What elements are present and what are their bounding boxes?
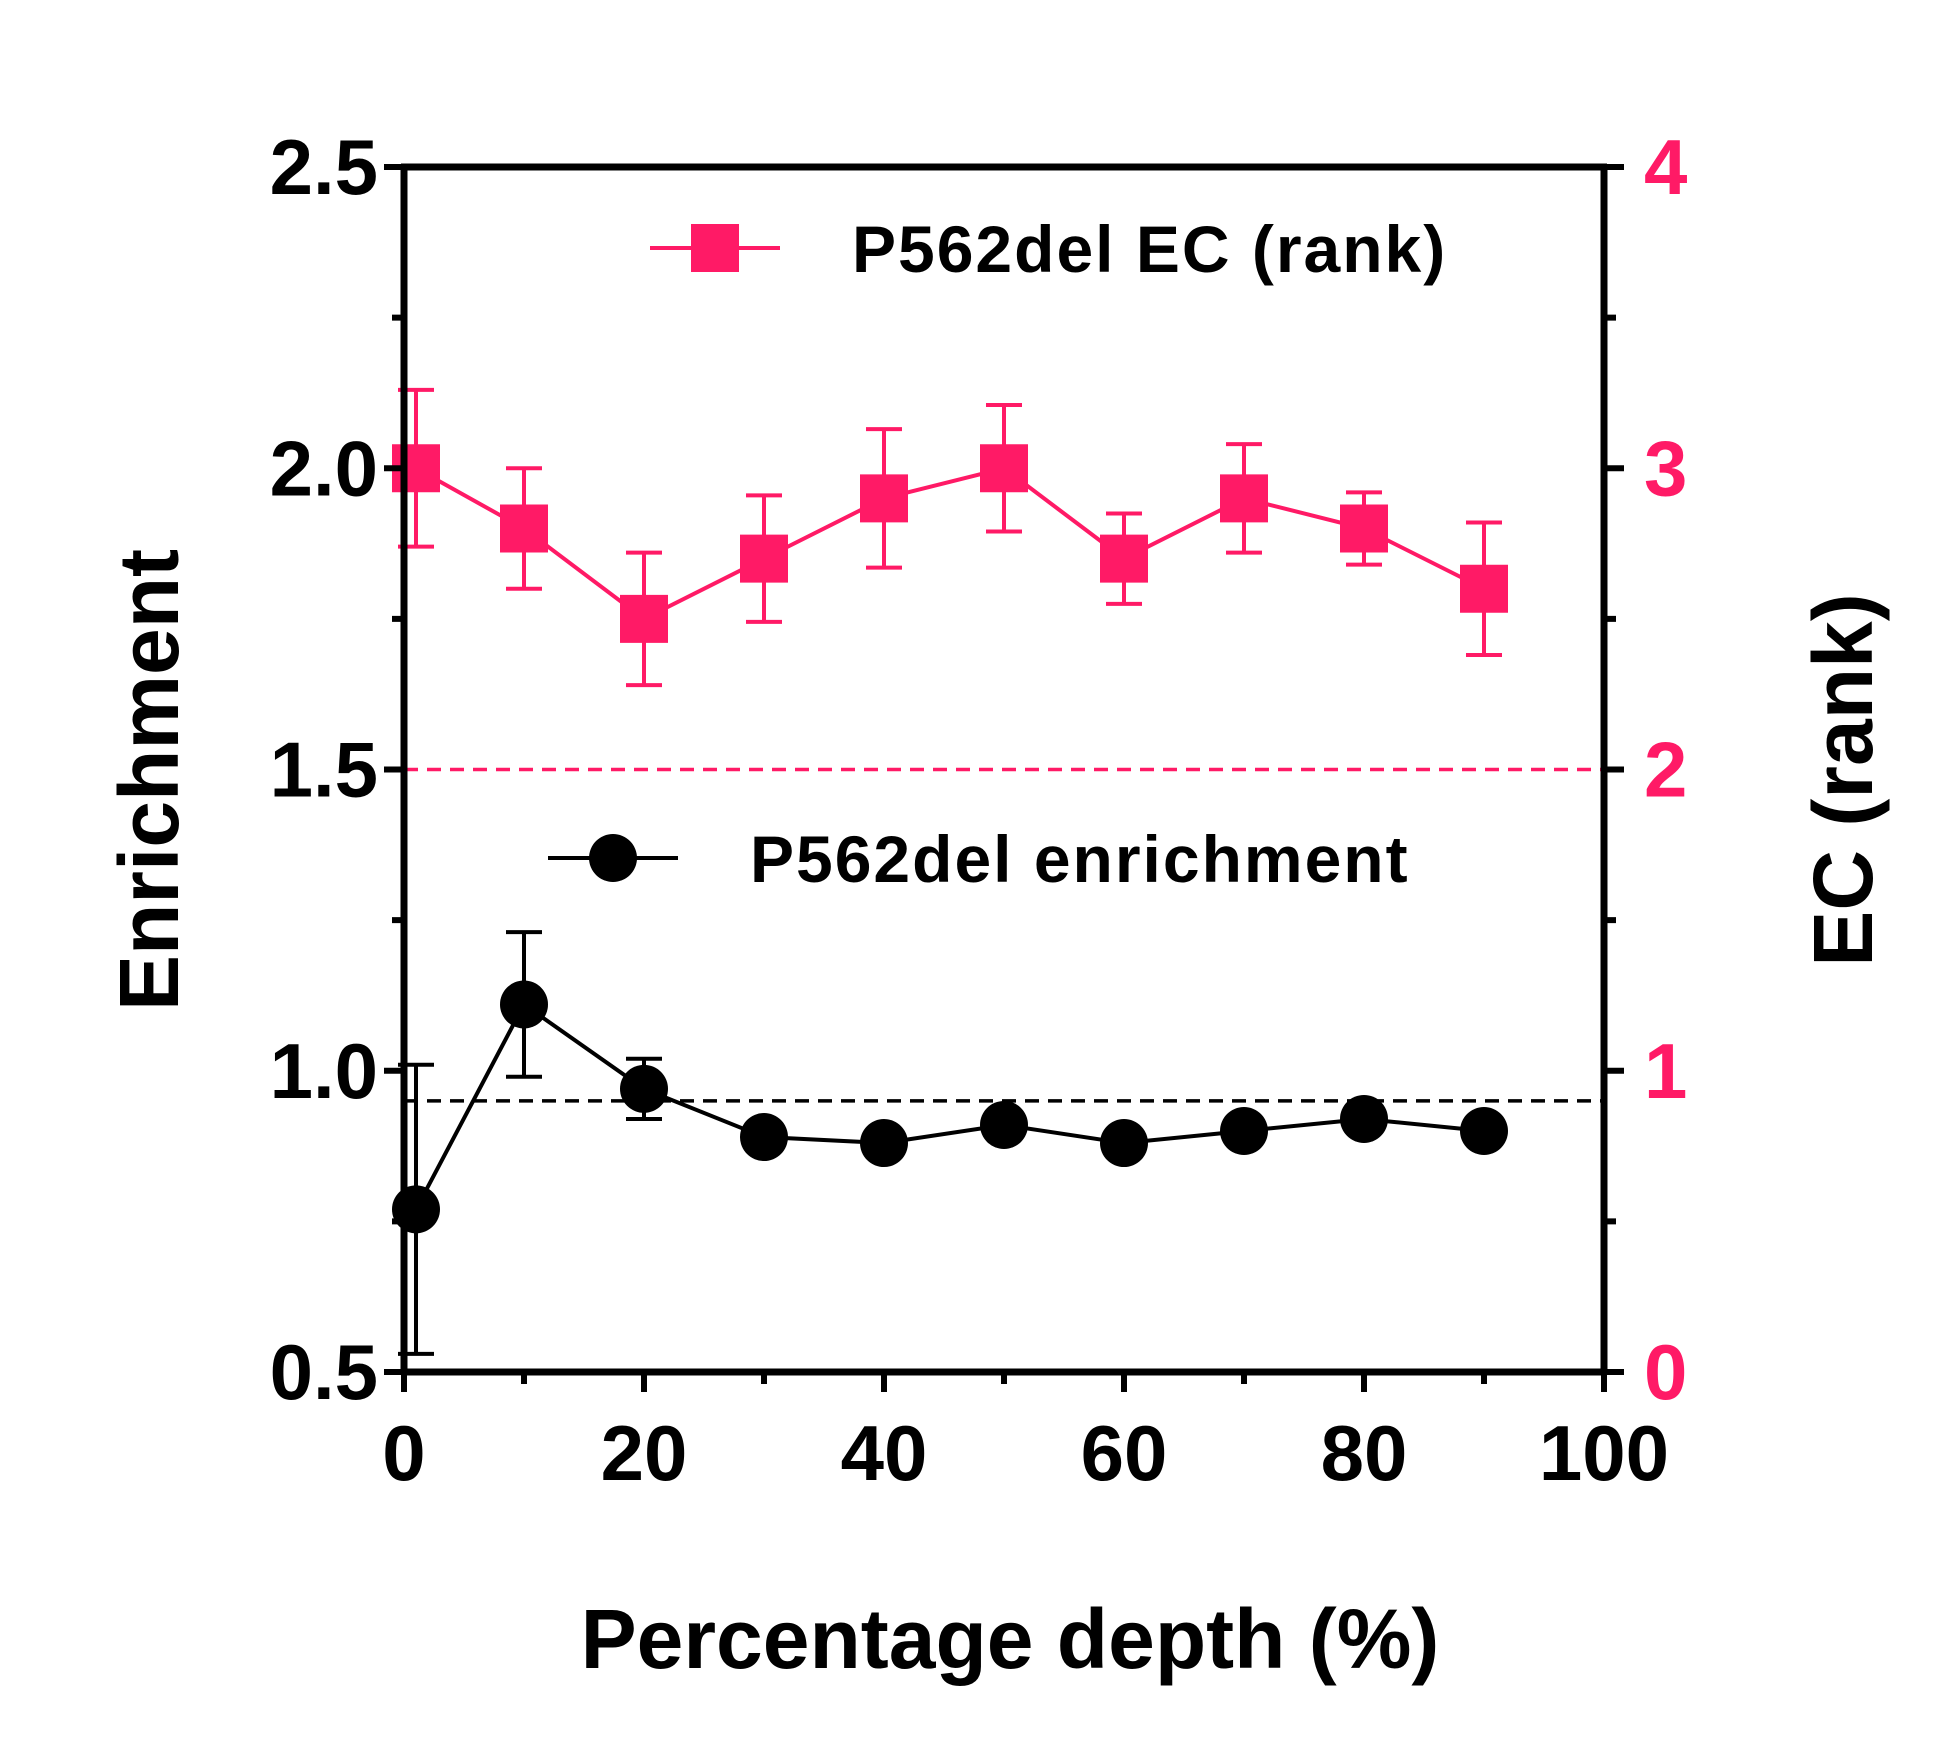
left-y-tick-label: 2.5 — [270, 123, 378, 211]
right-y-tick-label: 3 — [1644, 424, 1687, 512]
x-axis-title: Percentage depth (%) — [581, 1592, 1440, 1686]
data-point-square — [1100, 534, 1148, 583]
data-point-square — [500, 504, 548, 553]
series-ec-rank — [392, 387, 1508, 688]
data-point-circle — [500, 980, 548, 1029]
data-point-circle — [1100, 1119, 1148, 1168]
series-layer — [392, 387, 1508, 1356]
left-y-tick-label: 2.0 — [270, 424, 378, 512]
data-point-circle — [1460, 1107, 1508, 1155]
legend-entry: P562del enrichment — [548, 822, 1410, 896]
left-y-tick-label: 1.0 — [270, 1027, 378, 1115]
right-y-tick-label: 0 — [1644, 1328, 1687, 1416]
data-point-circle — [860, 1119, 908, 1168]
series-enrichment — [392, 930, 1508, 1356]
x-tick-label: 80 — [1321, 1409, 1408, 1497]
legend-marker-square — [691, 224, 739, 272]
data-point-square — [980, 444, 1028, 493]
x-tick-label: 100 — [1539, 1409, 1669, 1497]
right-y-tick-label: 4 — [1644, 123, 1687, 211]
data-point-square — [1220, 474, 1268, 523]
data-point-square — [1460, 564, 1508, 613]
axes-layer: 0 20 40 60 80 100 0.5 1.0 1.5 2.0 2.5 0 1 2 3 4 — [270, 123, 1688, 1497]
legend-label: P562del enrichment — [750, 822, 1410, 896]
data-point-square — [1340, 504, 1388, 553]
reference-lines — [404, 767, 1604, 1103]
data-point-circle — [980, 1100, 1028, 1149]
data-point-circle — [1340, 1094, 1388, 1143]
x-tick-label: 0 — [382, 1409, 425, 1497]
x-tick-label: 20 — [601, 1409, 688, 1497]
x-tick-label: 60 — [1081, 1409, 1168, 1497]
data-point-square — [740, 534, 788, 583]
left-y-tick-label: 1.5 — [270, 726, 378, 814]
series-line — [415, 466, 1485, 622]
legend-marker-circle — [589, 834, 637, 882]
legend-label: P562del EC (rank) — [852, 212, 1447, 286]
legend-entry: P562del EC (rank) — [650, 212, 1447, 286]
data-point-circle — [392, 1185, 440, 1234]
data-point-circle — [740, 1113, 788, 1162]
right-y-tick-label: 2 — [1644, 726, 1687, 814]
data-point-square — [620, 594, 668, 643]
left-y-axis-title: Enrichment — [102, 549, 196, 1011]
data-point-circle — [620, 1064, 668, 1113]
series-line — [414, 1001, 1485, 1211]
x-tick-label: 40 — [841, 1409, 928, 1497]
data-point-square — [860, 474, 908, 523]
data-point-circle — [1220, 1107, 1268, 1155]
right-y-tick-label: 1 — [1644, 1027, 1687, 1115]
legend: P562del EC (rank) P562del enrichment — [548, 212, 1447, 896]
right-y-axis-title: EC (rank) — [1796, 593, 1890, 966]
left-y-tick-label: 0.5 — [270, 1328, 378, 1416]
